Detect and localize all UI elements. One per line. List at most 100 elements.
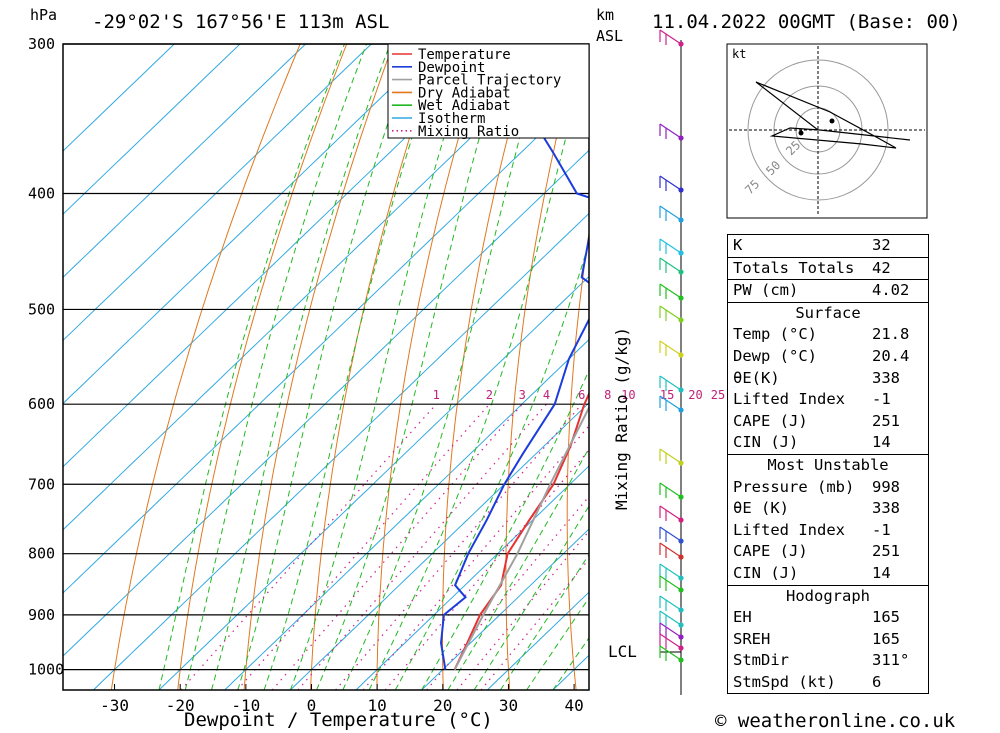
station-coordinates: -29°02'S 167°56'E 113m ASL — [92, 11, 390, 33]
stability-indices-table: K 32 Totals Totals 42 PW (cm) 4.02 Surface … — [727, 234, 929, 695]
legend-item: Dry Adiabat — [418, 85, 511, 101]
mixing-ratio-label: 6 — [578, 388, 585, 402]
row-mu-li: Lifted Index -1 — [733, 520, 891, 539]
temp-tick-label: 20 — [433, 696, 452, 715]
pressure-tick-label: 500 — [28, 300, 55, 318]
legend-item: Wet Adiabat — [418, 98, 511, 114]
temp-tick-label: 10 — [368, 696, 387, 715]
row-mu-cape: CAPE (J) 251 — [733, 542, 900, 561]
mixing-ratio-label: 20 — [688, 388, 702, 402]
mixing-ratio-line — [335, 403, 583, 690]
wind-barb — [659, 526, 682, 542]
pressure-tick-label: 1000 — [28, 661, 64, 679]
dry-adiabat-line — [376, 44, 487, 690]
legend-box — [387, 43, 590, 139]
pressure-tick-label: 700 — [28, 475, 55, 493]
wind-barb — [659, 575, 682, 591]
mixing-ratio-line — [271, 403, 523, 690]
hodograph-header: Hodograph — [786, 586, 870, 605]
isotherm-line — [63, 44, 306, 278]
pressure-tick-label: 900 — [28, 606, 55, 624]
isotherm-line — [63, 44, 438, 405]
isotherm-line — [63, 86, 589, 594]
wet-adiabat-line — [289, 44, 474, 690]
dry-adiabat-line — [310, 44, 441, 690]
legend-item: Dewpoint — [418, 60, 485, 76]
hodograph-point — [798, 130, 804, 136]
temp-tick-label: -30 — [100, 696, 129, 715]
series-dewpoint — [439, 44, 589, 670]
pressure-unit: hPa — [30, 6, 58, 24]
row-mu-thetae: θE (K) 338 — [733, 499, 900, 518]
row-surface-cin: CIN (J) 14 — [728, 432, 928, 455]
isotherm-line — [63, 44, 175, 152]
wet-adiabat-line — [158, 44, 345, 690]
mixing-ratio-label: 1 — [433, 388, 440, 402]
legend-item: Parcel Trajectory — [418, 73, 561, 89]
wind-barb — [659, 283, 682, 299]
plot-frame — [62, 43, 590, 691]
isotherm-line — [224, 338, 589, 690]
hodograph-frame — [726, 43, 928, 219]
hodograph-ring — [747, 59, 889, 201]
mixing-ratio-label: 8 — [604, 388, 611, 402]
row-k: K 32 — [728, 235, 928, 258]
legend-item: Mixing Ratio — [418, 124, 519, 140]
dry-adiabat-line — [566, 229, 589, 690]
wind-barb — [659, 505, 682, 521]
wind-barb — [659, 205, 682, 221]
wind-barb — [659, 595, 682, 611]
wet-adiabat-line — [263, 44, 444, 690]
row-surface-dewp: Dewp (°C) 20.4 — [733, 346, 910, 365]
wind-barb — [659, 542, 682, 558]
dry-adiabat-line — [243, 44, 394, 690]
dry-adiabat-line — [505, 44, 580, 690]
row-surface-temp: Temp (°C) 21.8 — [733, 325, 910, 344]
pressure-tick-label: 600 — [28, 395, 55, 413]
row-surface-cape: CAPE (J) 251 — [733, 411, 900, 430]
wind-barb — [659, 29, 682, 45]
forecast-date: 11.04.2022 00GMT (Base: 00) — [652, 11, 961, 33]
wind-barb — [659, 257, 682, 273]
mixing-ratio-label: 10 — [621, 388, 635, 402]
wind-barb — [659, 175, 682, 191]
dry-adiabat-line — [684, 44, 719, 690]
mixing-ratio-label: 25 — [711, 388, 725, 402]
x-axis-label: Dewpoint / Temperature (°C) — [184, 709, 493, 731]
row-eh: EH 165 — [733, 608, 900, 627]
wet-adiabat-line — [447, 446, 589, 690]
wind-barb — [659, 238, 682, 254]
row-totals: Totals Totals 42 — [728, 258, 928, 281]
wet-adiabat-line — [368, 47, 589, 690]
wet-adiabat-line — [237, 44, 416, 690]
credit-text[interactable]: © weatheronline.co.uk — [715, 710, 956, 732]
mixing-ratio-line — [236, 403, 490, 690]
wind-barb — [659, 563, 682, 579]
wind-profile — [659, 29, 684, 695]
surface-header: Surface — [795, 303, 861, 322]
wind-barb — [659, 633, 682, 649]
row-mu-pressure: Pressure (mb) 998 — [733, 477, 900, 496]
temp-tick-label: -10 — [231, 696, 260, 715]
mixing-ratio-label: 4 — [543, 388, 550, 402]
isotherm-line — [486, 591, 589, 690]
wind-barb — [659, 123, 682, 139]
mixing-ratio-line — [180, 403, 437, 690]
wind-barb — [659, 448, 682, 464]
isotherm-line — [63, 44, 372, 342]
isotherm-line — [63, 44, 569, 531]
row-mu-cin: CIN (J) 14 — [728, 563, 928, 586]
temp-tick-label: -20 — [166, 696, 195, 715]
legend-item: Temperature — [418, 47, 511, 63]
isotherm-line — [355, 465, 589, 690]
temp-tick-label: 30 — [499, 696, 518, 715]
row-surface-li: Lifted Index -1 — [733, 390, 891, 409]
wind-barb — [659, 645, 682, 661]
dry-adiabat-line — [627, 44, 673, 690]
hodograph-unit: kt — [732, 47, 746, 61]
mixing-ratio-line — [297, 403, 547, 690]
temp-tick-label: 40 — [564, 696, 583, 715]
wind-barb — [659, 622, 682, 638]
